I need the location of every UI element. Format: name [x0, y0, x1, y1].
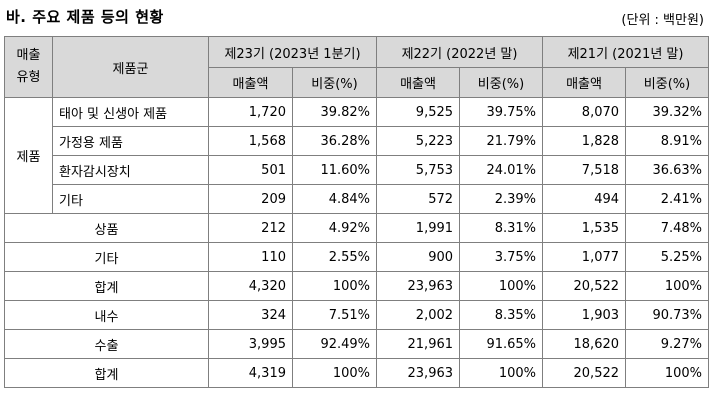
- cell-sales-22: 5,223: [376, 126, 461, 156]
- cell-sales-22: 23,963: [376, 271, 461, 301]
- table-row: 제품 태아 및 신생아 제품 1,720 39.82% 9,525 39.75%…: [4, 97, 710, 214]
- table-body: 제품 태아 및 신생아 제품 1,720 39.82% 9,525 39.75%…: [4, 97, 710, 388]
- page-title: 바. 주요 제품 등의 현황: [6, 8, 164, 26]
- header-segment-type: 매출 유형: [4, 36, 53, 98]
- cell-ratio-22: 24.01%: [459, 155, 544, 185]
- row-label: 내수: [4, 300, 209, 330]
- cell-ratio-22: 100%: [459, 271, 544, 301]
- row-label: 합계: [4, 271, 209, 301]
- cell-ratio-21: 90.73%: [625, 300, 710, 330]
- cell-ratio-23: 39.82%: [291, 97, 378, 127]
- cell-sales-21: 1,828: [542, 126, 627, 156]
- cell-ratio-22: 100%: [459, 358, 544, 388]
- unit-note: (단위 : 백만원): [621, 13, 704, 28]
- table-row: 수출 3,995 92.49% 21,961 91.65% 18,620 9.2…: [4, 329, 710, 359]
- cell-ratio-22: 2.39%: [459, 184, 544, 214]
- cell-sales-23: 4,319: [208, 358, 293, 388]
- product-name: 기타: [52, 184, 209, 214]
- cell-ratio-21: 2.41%: [625, 184, 710, 214]
- cell-ratio-23: 100%: [291, 358, 378, 388]
- cell-sales-21: 20,522: [542, 358, 627, 388]
- cell-sales-22: 5,753: [376, 155, 461, 185]
- cell-ratio-21: 5.25%: [625, 242, 710, 272]
- header-product-group: 제품군: [52, 36, 209, 98]
- cell-ratio-21: 39.32%: [625, 97, 710, 127]
- header-row-metrics: 매출액 비중(%) 매출액 비중(%) 매출액 비중(%): [5, 67, 710, 98]
- header-period-22: 제22기 (2022년 말): [376, 36, 544, 68]
- product-name: 가정용 제품: [52, 126, 209, 156]
- header-period-23: 제23기 (2023년 1분기): [207, 36, 378, 68]
- cell-ratio-21: 100%: [625, 271, 710, 301]
- cell-ratio-21: 7.48%: [625, 213, 710, 243]
- cell-ratio-22: 3.75%: [459, 242, 544, 272]
- cell-sales-22: 2,002: [376, 300, 461, 330]
- row-label: 상품: [4, 213, 209, 243]
- cell-sales-22: 9,525: [376, 97, 461, 127]
- header-row-periods: 매출 유형 제품군 제23기 (2023년 1분기) 제22기 (2022년 말…: [4, 36, 710, 98]
- cell-ratio-23: 36.28%: [291, 126, 378, 156]
- table-row: 기타 110 2.55% 900 3.75% 1,077 5.25%: [4, 242, 710, 272]
- cell-sales-21: 7,518: [542, 155, 627, 185]
- cell-sales-22: 23,963: [376, 358, 461, 388]
- cell-sales-23: 209: [208, 184, 293, 214]
- header-sales: 매출액: [542, 67, 627, 98]
- cell-ratio-21: 9.27%: [625, 329, 710, 359]
- cell-ratio-23: 100%: [291, 271, 378, 301]
- cell-sales-21: 1,903: [542, 300, 627, 330]
- cell-sales-23: 110: [208, 242, 293, 272]
- cell-sales-21: 1,535: [542, 213, 627, 243]
- cell-sales-21: 1,077: [542, 242, 627, 272]
- row-label: 수출: [4, 329, 209, 359]
- cell-ratio-23: 7.51%: [291, 300, 378, 330]
- cell-sales-23: 1,568: [208, 126, 293, 156]
- cell-ratio-23: 2.55%: [291, 242, 378, 272]
- cell-ratio-22: 8.31%: [459, 213, 544, 243]
- cell-ratio-21: 36.63%: [625, 155, 710, 185]
- cell-sales-21: 18,620: [542, 329, 627, 359]
- cell-ratio-21: 8.91%: [625, 126, 710, 156]
- table-row: 내수 324 7.51% 2,002 8.35% 1,903 90.73%: [4, 300, 710, 330]
- table-row: 합계 4,319 100% 23,963 100% 20,522 100%: [4, 358, 710, 388]
- cell-ratio-23: 92.49%: [291, 329, 378, 359]
- product-name: 태아 및 신생아 제품: [52, 97, 209, 127]
- cell-ratio-22: 21.79%: [459, 126, 544, 156]
- cell-sales-22: 21,961: [376, 329, 461, 359]
- cell-ratio-23: 4.92%: [291, 213, 378, 243]
- cell-sales-23: 212: [208, 213, 293, 243]
- cell-ratio-22: 8.35%: [459, 300, 544, 330]
- cell-ratio-21: 100%: [625, 358, 710, 388]
- row-label: 합계: [4, 358, 209, 388]
- header-ratio: 비중(%): [291, 67, 378, 98]
- cell-ratio-23: 4.84%: [291, 184, 378, 214]
- cell-ratio-23: 11.60%: [291, 155, 378, 185]
- table-row: 상품 212 4.92% 1,991 8.31% 1,535 7.48%: [4, 213, 710, 243]
- segment-product: 제품: [4, 97, 53, 214]
- header-ratio: 비중(%): [459, 67, 544, 98]
- cell-sales-22: 572: [376, 184, 461, 214]
- header-sales: 매출액: [208, 67, 293, 98]
- table-row: 가정용 제품 1,568 36.28% 5,223 21.79% 1,828 8…: [5, 126, 710, 156]
- header-sales: 매출액: [376, 67, 461, 98]
- cell-sales-23: 501: [208, 155, 293, 185]
- cell-sales-22: 1,991: [376, 213, 461, 243]
- title-row: 바. 주요 제품 등의 현황 (단위 : 백만원): [6, 6, 706, 30]
- cell-sales-23: 324: [208, 300, 293, 330]
- header-ratio: 비중(%): [625, 67, 710, 98]
- cell-sales-21: 494: [542, 184, 627, 214]
- table-row: 기타 209 4.84% 572 2.39% 494 2.41%: [5, 184, 710, 214]
- cell-sales-21: 20,522: [542, 271, 627, 301]
- table-row: 환자감시장치 501 11.60% 5,753 24.01% 7,518 36.…: [5, 155, 710, 185]
- cell-sales-22: 900: [376, 242, 461, 272]
- cell-ratio-22: 91.65%: [459, 329, 544, 359]
- product-name: 환자감시장치: [52, 155, 209, 185]
- cell-ratio-22: 39.75%: [459, 97, 544, 127]
- cell-sales-23: 4,320: [208, 271, 293, 301]
- cell-sales-23: 3,995: [208, 329, 293, 359]
- products-table: 매출 유형 제품군 제23기 (2023년 1분기) 제22기 (2022년 말…: [4, 36, 710, 388]
- cell-sales-23: 1,720: [208, 97, 293, 127]
- header-period-21: 제21기 (2021년 말): [542, 36, 710, 68]
- cell-sales-21: 8,070: [542, 97, 627, 127]
- row-label: 기타: [4, 242, 209, 272]
- table-row: 합계 4,320 100% 23,963 100% 20,522 100%: [4, 271, 710, 301]
